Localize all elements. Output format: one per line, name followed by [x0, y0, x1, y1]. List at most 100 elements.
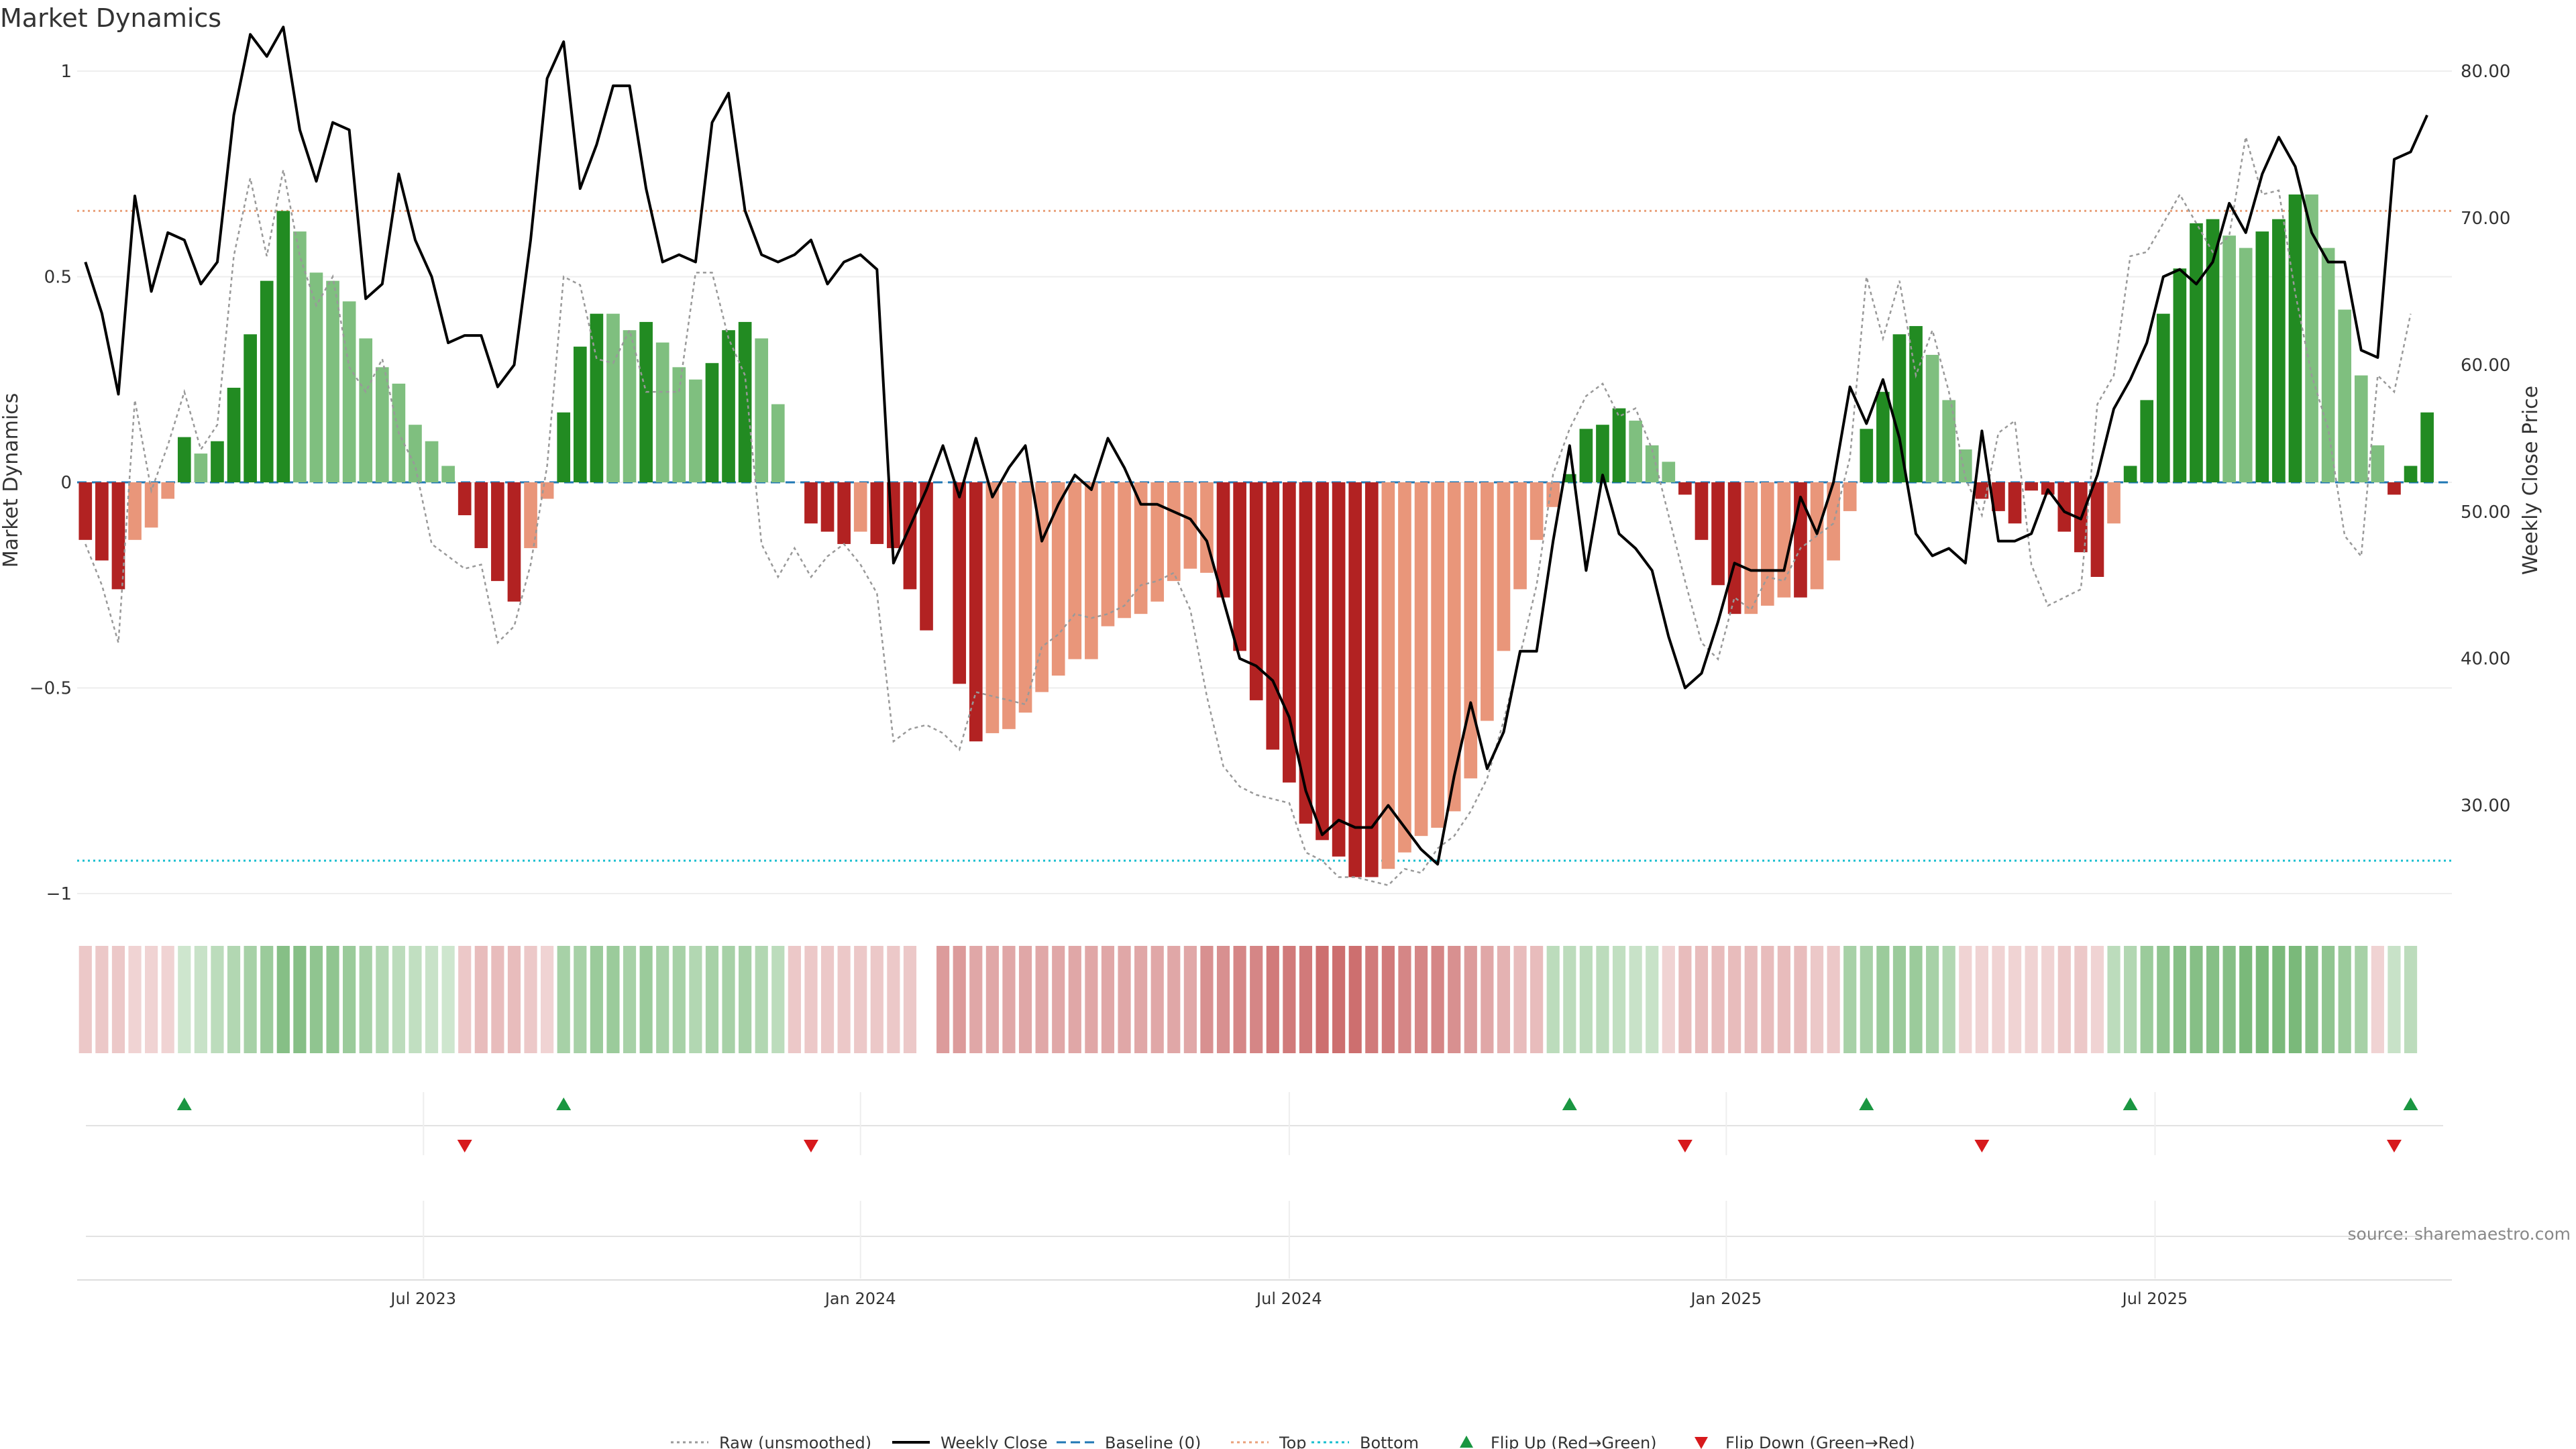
bar	[1447, 482, 1461, 812]
heat-cell	[2222, 946, 2236, 1053]
heat-cell	[128, 946, 142, 1053]
flip-up-marker	[176, 1097, 192, 1110]
bar	[689, 379, 702, 482]
y-right-tick-label: 60.00	[2461, 356, 2510, 376]
bar	[1216, 482, 1230, 598]
heat-cell	[2057, 946, 2071, 1053]
bar	[1777, 482, 1791, 598]
heat-cell	[606, 946, 620, 1053]
heat-cell	[1546, 946, 1560, 1053]
heat-cell	[474, 946, 488, 1053]
bar	[1579, 429, 1593, 482]
bar	[194, 453, 208, 482]
x-axis: Jul 2023 Jan 2024 Jul 2024 Jan 2025 Jul 2025	[77, 1092, 2452, 1308]
bar	[1513, 482, 1527, 590]
bar	[1892, 334, 1907, 482]
left-axis: 1 0.5 0 −0.5 −1	[30, 62, 72, 904]
heat-cell	[2124, 946, 2137, 1053]
heat-cell	[689, 946, 702, 1053]
bar	[375, 367, 389, 482]
heat-cell	[2322, 946, 2335, 1053]
heat-cell	[2387, 946, 2401, 1053]
heat-cell	[1481, 946, 1494, 1053]
heat-cell	[1942, 946, 1955, 1053]
heat-strip	[78, 946, 2418, 1053]
heat-cell	[194, 946, 207, 1053]
bar	[1332, 482, 1346, 857]
bar	[1645, 445, 1659, 482]
weekly-close-line	[84, 25, 2428, 866]
heat-cell	[1909, 946, 1923, 1053]
bar	[639, 321, 653, 482]
heat-cell	[1216, 946, 1230, 1053]
heat-cell	[1002, 946, 1016, 1053]
legend-bottom-label: Bottom	[1360, 1434, 1419, 1449]
heat-cell	[2255, 946, 2269, 1053]
heat-cell	[1118, 946, 1131, 1053]
heat-cell	[2157, 946, 2170, 1053]
bars	[78, 194, 2434, 877]
y-left-tick-label: 0	[60, 473, 72, 493]
heat-cell	[1200, 946, 1214, 1053]
bar	[524, 482, 537, 549]
bar	[738, 321, 752, 482]
heat-cell	[672, 946, 686, 1053]
bar	[573, 346, 587, 482]
heat-cell	[392, 946, 405, 1053]
bar	[507, 482, 521, 602]
heat-cell	[1497, 946, 1511, 1053]
heat-cell	[623, 946, 637, 1053]
y-right-tick-label: 40.00	[2461, 649, 2510, 669]
heat-cell	[491, 946, 504, 1053]
heat-cell	[541, 946, 554, 1053]
bar	[1018, 482, 1032, 713]
raw-line	[85, 136, 2412, 887]
heat-cell	[1612, 946, 1626, 1053]
heat-cell	[2272, 946, 2286, 1053]
bar	[1183, 482, 1197, 569]
heat-cell	[2190, 946, 2203, 1053]
heat-cell	[211, 946, 224, 1053]
heat-cell	[309, 946, 323, 1053]
flip-up-marker	[2403, 1097, 2418, 1110]
heat-cell	[1035, 946, 1049, 1053]
heat-cell	[1926, 946, 1939, 1053]
bar	[1481, 482, 1494, 721]
heat-cell	[1892, 946, 1907, 1053]
bar	[1299, 482, 1313, 824]
heat-cell	[903, 946, 917, 1053]
heat-cell	[409, 946, 422, 1053]
bar	[309, 272, 323, 482]
bar	[1381, 482, 1395, 869]
heat-cell	[95, 946, 109, 1053]
bar	[2008, 482, 2022, 524]
bar	[1727, 482, 1741, 614]
bar	[1497, 482, 1511, 651]
heat-cell	[1843, 946, 1857, 1053]
legend-flip_up-label: Flip Up (Red→Green)	[1491, 1434, 1657, 1449]
bar	[1464, 482, 1478, 779]
heat-cell	[2090, 946, 2104, 1053]
heat-cell	[1018, 946, 1032, 1053]
bar	[1992, 482, 2005, 511]
heat-cell	[788, 946, 801, 1053]
heat-cell	[1563, 946, 1576, 1053]
heat-cell	[1134, 946, 1148, 1053]
bar	[2288, 194, 2302, 482]
bar	[409, 425, 422, 482]
bar	[969, 482, 983, 742]
heat-cell	[2041, 946, 2055, 1053]
heat-cell	[1959, 946, 1972, 1053]
bar	[2156, 313, 2170, 482]
bar	[1266, 482, 1280, 750]
heat-cell	[2107, 946, 2121, 1053]
bar	[1678, 482, 1692, 495]
bar	[870, 482, 884, 544]
bar	[441, 466, 455, 482]
bar	[722, 330, 735, 482]
heat-cell	[1513, 946, 1527, 1053]
heat-cell	[178, 946, 191, 1053]
bar	[293, 231, 307, 482]
y-left-tick-label: 0.5	[44, 268, 72, 288]
bar	[1843, 482, 1857, 511]
